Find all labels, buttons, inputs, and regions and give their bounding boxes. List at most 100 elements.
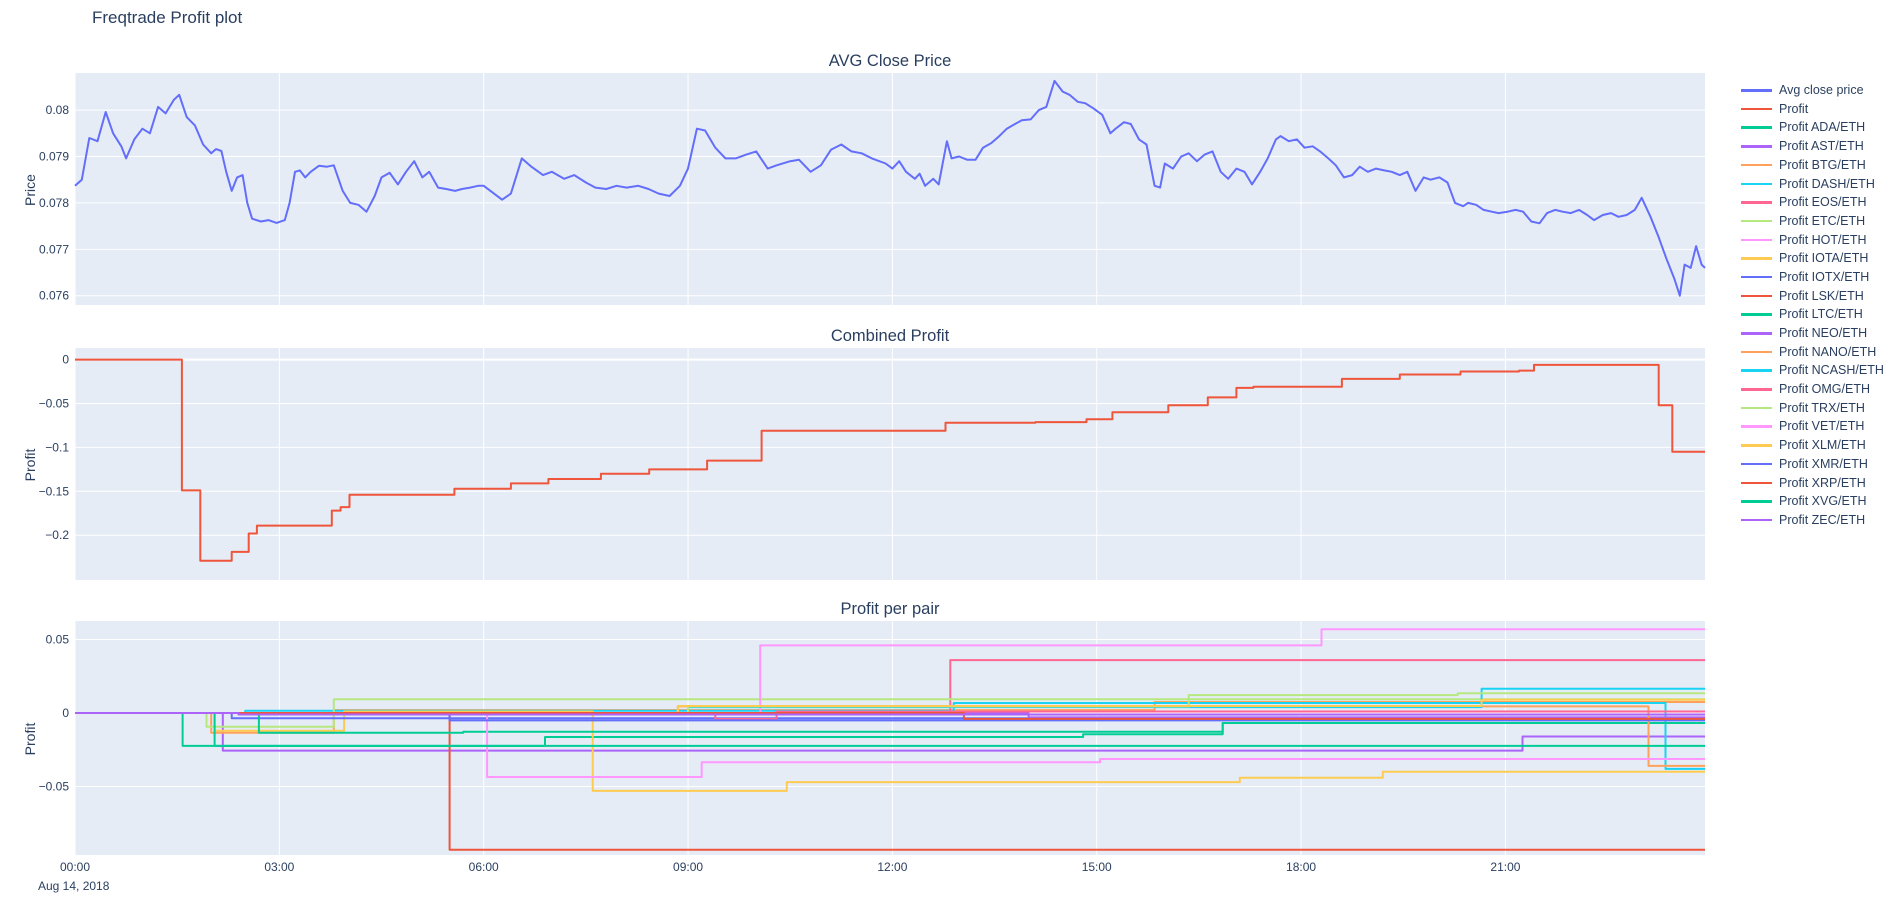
legend-line-swatch (1741, 369, 1772, 372)
legend-line-swatch (1741, 500, 1772, 503)
legend-label: Profit NCASH/ETH (1779, 363, 1884, 378)
legend-item-profit-trx-eth[interactable]: Profit TRX/ETH (1741, 399, 1884, 418)
series-profit-zec-eth (75, 712, 1705, 716)
legend-label: Profit ZEC/ETH (1779, 512, 1866, 527)
legend-item-profit-xmr-eth[interactable]: Profit XMR/ETH (1741, 455, 1884, 474)
x-tick-label: 03:00 (264, 860, 294, 874)
y-tick-label: 0.076 (39, 289, 69, 303)
legend-item-profit-etc-eth[interactable]: Profit ETC/ETH (1741, 212, 1884, 231)
x-tick-label: 06:00 (469, 860, 499, 874)
legend-item-profit-ast-eth[interactable]: Profit AST/ETH (1741, 137, 1884, 156)
series-profit-trx-eth (75, 692, 1705, 714)
legend-label: Profit TRX/ETH (1779, 400, 1865, 415)
legend-item-profit-dash-eth[interactable]: Profit DASH/ETH (1741, 174, 1884, 193)
legend-line-swatch (1741, 518, 1772, 522)
series-profit (75, 358, 1705, 562)
y-tick-label: 0 (62, 353, 69, 367)
y-axis-title-profit-per-pair: Profit (22, 722, 38, 756)
legend-item-profit[interactable]: Profit (1741, 100, 1884, 119)
legend-item-profit-hot-eth[interactable]: Profit HOT/ETH (1741, 231, 1884, 250)
legend-item-profit-iotx-eth[interactable]: Profit IOTX/ETH (1741, 268, 1884, 287)
y-tick-label: 0.077 (39, 242, 69, 256)
avg-close-price-chart: 0.076 0.077 0.078 0.079 0.08 (39, 73, 1706, 305)
legend-item-profit-lsk-eth[interactable]: Profit LSK/ETH (1741, 287, 1884, 306)
legend-line-swatch (1741, 219, 1772, 223)
legend-label: Profit AST/ETH (1779, 139, 1864, 154)
legend-line-swatch (1741, 182, 1772, 186)
legend-label: Profit XLM/ETH (1779, 438, 1866, 453)
y-tick-label: 0.08 (46, 103, 70, 117)
legend-line-swatch (1741, 388, 1772, 391)
legend-label: Profit ETC/ETH (1779, 213, 1866, 228)
profit-per-pair-chart: 0.05 0 −0.05 (39, 621, 1705, 855)
legend-item-profit-omg-eth[interactable]: Profit OMG/ETH (1741, 380, 1884, 399)
legend-item-profit-ncash-eth[interactable]: Profit NCASH/ETH (1741, 361, 1884, 380)
legend-line-swatch (1741, 257, 1772, 260)
x-axis-date-label: Aug 14, 2018 (38, 879, 110, 893)
legend-label: Profit LTC/ETH (1779, 307, 1863, 322)
legend-label: Profit XVG/ETH (1779, 494, 1867, 509)
legend-label: Profit BTG/ETH (1779, 157, 1866, 172)
combined-profit-chart: 0 −0.05 −0.1 −0.15 −0.2 (39, 348, 1705, 580)
legend-line-swatch (1741, 163, 1772, 167)
legend-item-profit-neo-eth[interactable]: Profit NEO/ETH (1741, 324, 1884, 343)
x-tick-label: 00:00 (60, 860, 90, 874)
legend-line-swatch (1741, 462, 1772, 466)
legend-item-profit-zec-eth[interactable]: Profit ZEC/ETH (1741, 511, 1884, 530)
legend-item-profit-xrp-eth[interactable]: Profit XRP/ETH (1741, 473, 1884, 492)
legend-line-swatch (1741, 332, 1772, 335)
legend-item-avg-close-price[interactable]: Avg close price (1741, 81, 1884, 100)
y-tick-label: −0.1 (45, 440, 69, 454)
x-tick-label: 12:00 (877, 860, 907, 874)
series-profit-xrp-eth (75, 712, 1705, 720)
avg-close-price-plot-area[interactable] (75, 73, 1705, 305)
legend-label: Profit IOTA/ETH (1779, 251, 1869, 266)
legend-item-profit-eos-eth[interactable]: Profit EOS/ETH (1741, 193, 1884, 212)
combined-profit-plot-area[interactable] (75, 348, 1705, 580)
legend-item-profit-nano-eth[interactable]: Profit NANO/ETH (1741, 343, 1884, 362)
legend-item-profit-ltc-eth[interactable]: Profit LTC/ETH (1741, 305, 1884, 324)
legend-line-swatch (1741, 350, 1772, 354)
y-tick-label: −0.05 (39, 780, 70, 794)
legend-label: Profit IOTX/ETH (1779, 269, 1870, 284)
series-profit-iota-eth (75, 710, 1705, 792)
legend-line-swatch (1741, 444, 1772, 447)
legend-item-profit-btg-eth[interactable]: Profit BTG/ETH (1741, 156, 1884, 175)
series-avg-close-price (74, 79, 1706, 297)
legend-line-swatch (1741, 406, 1772, 410)
legend-label: Profit ADA/ETH (1779, 120, 1866, 135)
legend-label: Profit VET/ETH (1779, 419, 1865, 434)
x-tick-label: 21:00 (1490, 860, 1520, 874)
y-tick-label: −0.2 (45, 528, 69, 542)
legend-item-profit-xlm-eth[interactable]: Profit XLM/ETH (1741, 436, 1884, 455)
legend-line-swatch (1741, 238, 1772, 242)
legend-label: Profit EOS/ETH (1779, 195, 1867, 210)
legend-label: Profit DASH/ETH (1779, 176, 1875, 191)
x-tick-label: 09:00 (673, 860, 703, 874)
y-tick-label: 0.078 (39, 196, 69, 210)
legend-item-profit-iota-eth[interactable]: Profit IOTA/ETH (1741, 249, 1884, 268)
legend-label: Profit NANO/ETH (1779, 344, 1877, 359)
page-title: Freqtrade Profit plot (92, 8, 243, 27)
legend-label: Profit OMG/ETH (1779, 382, 1870, 397)
legend-line-swatch (1741, 313, 1772, 316)
y-tick-label: 0.079 (39, 150, 69, 164)
legend-item-profit-ada-eth[interactable]: Profit ADA/ETH (1741, 118, 1884, 137)
legend-item-profit-vet-eth[interactable]: Profit VET/ETH (1741, 417, 1884, 436)
subplot-title-avg-close-price: AVG Close Price (828, 52, 952, 70)
legend-line-swatch (1741, 481, 1772, 485)
y-tick-label: 0 (62, 706, 69, 720)
legend-line-swatch (1741, 275, 1772, 279)
legend-item-profit-xvg-eth[interactable]: Profit XVG/ETH (1741, 492, 1884, 511)
legend-line-swatch (1741, 107, 1772, 111)
legend-label: Profit (1779, 101, 1809, 116)
legend-line-swatch (1741, 145, 1772, 148)
subplot-title-profit-per-pair: Profit per pair (840, 600, 940, 618)
y-tick-label: 0.05 (46, 633, 70, 647)
legend: Avg close price Profit Profit ADA/ETH Profi… (1741, 81, 1884, 530)
legend-line-swatch (1741, 425, 1772, 428)
legend-line-swatch (1741, 126, 1772, 129)
legend-label: Profit HOT/ETH (1779, 232, 1867, 247)
